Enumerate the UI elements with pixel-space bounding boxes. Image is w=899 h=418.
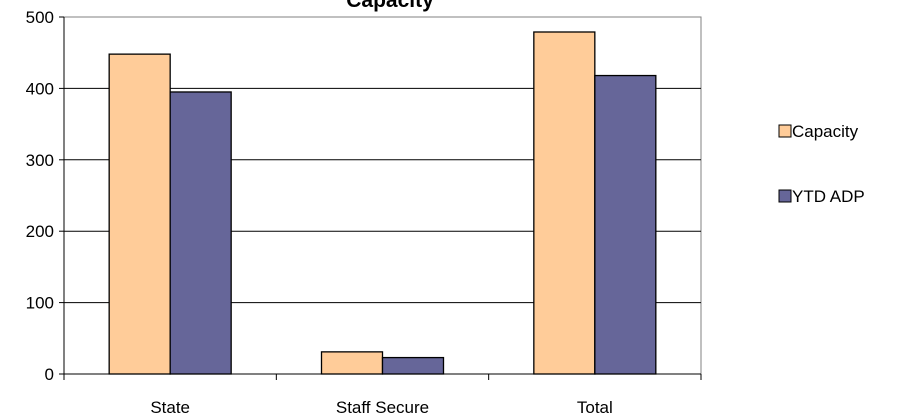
bar-capacity-total: [533, 31, 596, 375]
y-tick-label: 300: [26, 151, 54, 170]
y-tick-label: 0: [45, 365, 54, 384]
x-tick-label: Staff Secure: [336, 398, 429, 417]
bar-ytd-adp-total: [594, 74, 657, 375]
legend-label-ytd-adp: YTD ADP: [792, 187, 865, 206]
legend: Capacity YTD ADP: [778, 122, 865, 206]
x-tick-label: Total: [577, 398, 613, 417]
legend-label-capacity: Capacity: [792, 122, 859, 141]
bar-ytd-adp-state: [169, 91, 232, 375]
x-axis: State Staff Secure Total: [63, 373, 702, 417]
bars: [108, 31, 657, 375]
bar-ytd-adp-staff-secure: [381, 356, 445, 375]
y-tick-label: 200: [26, 222, 54, 241]
y-tick-label: 400: [26, 79, 54, 98]
y-axis: 0 100 200 300 400 500: [26, 8, 65, 384]
bar-capacity-state: [108, 53, 171, 375]
legend-swatch-capacity: [778, 124, 792, 138]
legend-swatch-ytd-adp: [778, 189, 792, 203]
bar-capacity-staff-secure: [320, 351, 384, 375]
y-tick-label: 500: [26, 8, 54, 27]
y-tick-label: 100: [26, 294, 54, 313]
x-tick-label: State: [150, 398, 190, 417]
chart-title: Capacity: [346, 0, 434, 12]
